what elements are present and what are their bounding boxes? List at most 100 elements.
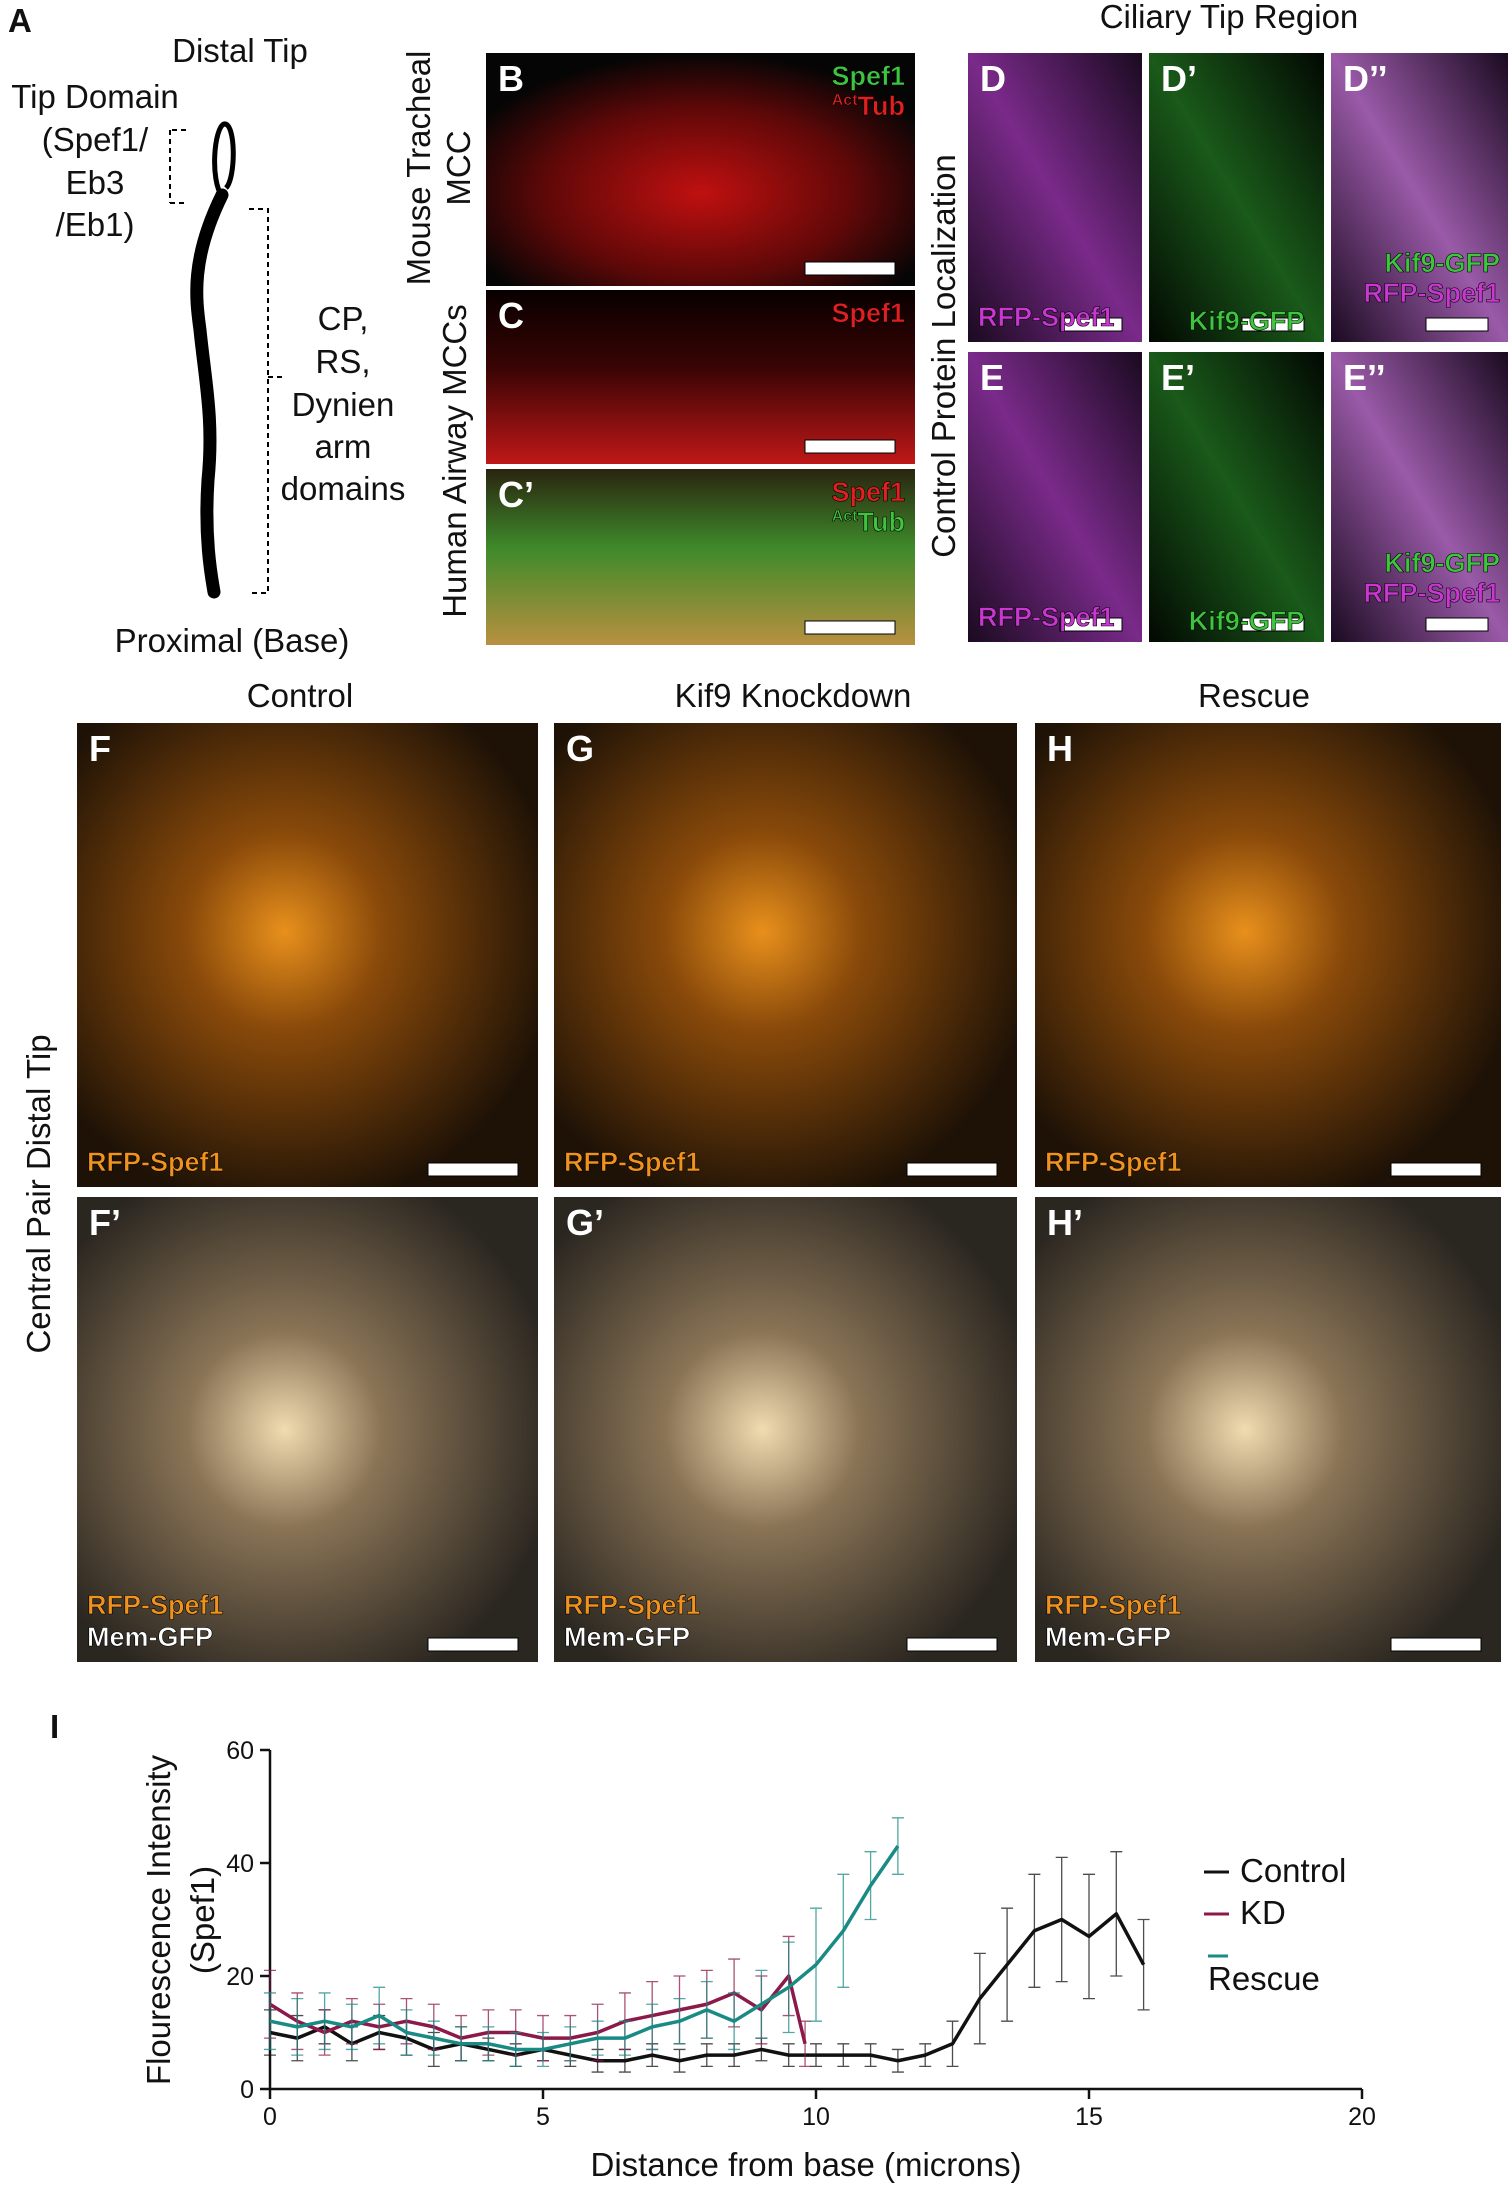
row-label: Control Protein Localization: [925, 154, 962, 558]
panel-letter: I: [50, 1708, 59, 1745]
series-line: [269, 1974, 807, 2045]
stain-text: Tub: [858, 507, 905, 537]
legend-label: Control: [1240, 1852, 1346, 1889]
stain-text: RFP-Spef1: [1363, 578, 1500, 608]
panel-letter: G’: [566, 1202, 604, 1243]
panel-letter: D’’: [1343, 58, 1388, 99]
stain-superscript: Act: [832, 92, 858, 109]
proximal-label: Proximal (Base): [115, 622, 350, 659]
panel-letter: F: [89, 728, 111, 769]
domain-label: Dynien: [292, 386, 395, 423]
domain-bracket: [249, 208, 282, 594]
stain-label: Spef1: [831, 477, 905, 507]
legend-label: KD: [1240, 1894, 1286, 1931]
stain-label: Spef1: [831, 61, 905, 91]
stain-text: Kif9-GFP: [1189, 306, 1305, 336]
y-tick-label: 0: [240, 2076, 254, 2104]
row-label: Mouse Tracheal: [400, 51, 437, 286]
stain-label: RFP-Spef1: [1363, 578, 1500, 608]
scale-bar: [804, 261, 896, 276]
stain-label: Mem-GFP: [87, 1622, 213, 1652]
y-axis-title: (Spef1): [184, 1866, 221, 1974]
stain-text: RFP-Spef1: [978, 302, 1115, 332]
scale-bar: [1425, 317, 1489, 332]
x-tick-label: 0: [263, 2103, 277, 2131]
tip-bracket: [169, 129, 186, 204]
panel-letter: D: [980, 58, 1006, 99]
stain-text: RFP-Spef1: [87, 1590, 224, 1620]
row-label: MCC: [440, 130, 477, 205]
panel-letter: E: [980, 357, 1004, 398]
stain-text: Tub: [858, 91, 905, 121]
image-panel: C Spef1: [486, 290, 915, 464]
panel-letter: H: [1047, 728, 1073, 769]
tip-domain-label: (Spef1/: [42, 121, 149, 158]
stain-text: Spef1: [831, 61, 905, 91]
stain-text: RFP-Spef1: [1045, 1590, 1182, 1620]
scale-bar: [1059, 317, 1123, 332]
micrograph: [1035, 723, 1501, 1187]
row-label: Human Airway MCCs: [436, 304, 473, 618]
stain-label: RFP-Spef1: [87, 1147, 224, 1177]
stain-text: Mem-GFP: [87, 1622, 213, 1652]
y-axis-title: Flourescence Intensity: [140, 1754, 177, 2085]
domain-label: arm: [315, 428, 372, 465]
stain-text: Spef1: [831, 477, 905, 507]
stain-label: RFP-Spef1: [87, 1590, 224, 1620]
stain-text: Spef1: [831, 298, 905, 328]
stain-label: RFP-Spef1: [564, 1147, 701, 1177]
series-line: [269, 1845, 900, 2052]
stain-text: RFP-Spef1: [1363, 278, 1500, 308]
x-tick-label: 20: [1348, 2103, 1376, 2131]
stain-text: Mem-GFP: [1045, 1622, 1171, 1652]
x-tick-label: 5: [536, 2103, 550, 2131]
micrograph: [486, 290, 915, 464]
micrograph: [1149, 53, 1324, 342]
scale-bar: [906, 1637, 998, 1652]
panel-letter: G: [566, 728, 594, 769]
stain-text: RFP-Spef1: [564, 1590, 701, 1620]
stain-label: Mem-GFP: [564, 1622, 690, 1652]
column-title: Rescue: [1198, 677, 1310, 714]
micrograph: [486, 53, 915, 286]
stain-text: Kif9-GFP: [1384, 548, 1500, 578]
stain-label: RFP-Spef1: [1363, 278, 1500, 308]
panel-letter: E’: [1161, 357, 1195, 398]
scale-bar: [1241, 617, 1305, 632]
stain-label: ActTub: [832, 507, 905, 537]
x-axis-title: Distance from base (microns): [591, 2146, 1022, 2183]
micrograph: [77, 723, 538, 1187]
y-tick-label: 40: [226, 1850, 254, 1878]
stain-superscript: Act: [832, 508, 858, 525]
stain-text: RFP-Spef1: [87, 1147, 224, 1177]
stain-label: Kif9-GFP: [1189, 606, 1305, 636]
image-panel: D’ Kif9-GFP: [1149, 53, 1324, 342]
scale-bar: [1390, 1162, 1482, 1177]
column-title: Kif9 Knockdown: [675, 677, 912, 714]
tip-domain-label: /Eb1): [56, 206, 135, 243]
micrograph: [1331, 53, 1508, 342]
tip-domain-label: Tip Domain: [11, 78, 179, 115]
scale-bar: [804, 439, 896, 454]
panel-letter: E’’: [1343, 357, 1386, 398]
panel-letter: F’: [89, 1202, 121, 1243]
stain-text: RFP-Spef1: [1045, 1147, 1182, 1177]
panel-letter: B: [498, 58, 524, 99]
stain-text: Kif9-GFP: [1189, 606, 1305, 636]
stain-label: Kif9-GFP: [1384, 548, 1500, 578]
panel-letter: H’: [1047, 1202, 1083, 1243]
scale-bar: [427, 1637, 519, 1652]
panel-letter: C’: [498, 474, 534, 515]
micrograph: [968, 352, 1142, 642]
cilium-schematic: [169, 121, 282, 599]
series-line: [269, 1912, 1146, 2063]
row-label: Central Pair Distal Tip: [20, 1034, 57, 1353]
cilium-shaft: [190, 188, 229, 599]
